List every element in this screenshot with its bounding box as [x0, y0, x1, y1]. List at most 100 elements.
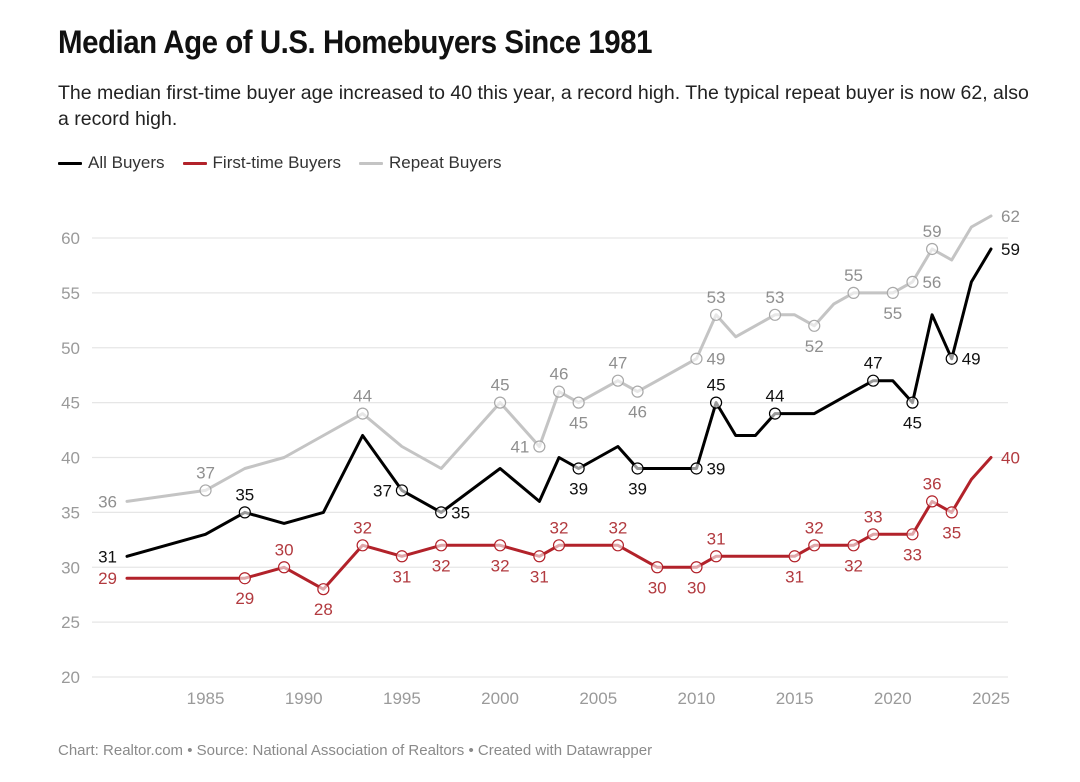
marker-first-time-buyers: [277, 561, 291, 574]
data-label-all-buyers: 49: [962, 350, 981, 369]
marker-first-time-buyers: [395, 550, 409, 563]
marker-repeat-buyers: [690, 352, 703, 365]
marker-repeat-buyers: [709, 308, 723, 321]
y-tick-label-25: 25: [61, 613, 80, 632]
data-label-first-time-buyers: 35: [942, 523, 961, 542]
x-tick-label-2010: 2010: [678, 689, 716, 708]
marker-repeat-buyers: [886, 286, 899, 299]
data-label-first-time-buyers: 32: [491, 556, 510, 575]
data-label-first-time-buyers: 40: [1001, 449, 1020, 468]
y-axis: 20 25 30 35 40 45 50 55 60: [61, 229, 80, 687]
data-label-repeat-buyers: 53: [766, 288, 785, 307]
marker-first-time-buyers: [867, 528, 880, 541]
y-tick-label-20: 20: [61, 668, 80, 687]
data-label-all-buyers: 35: [451, 503, 470, 522]
legend-label-first-time-buyers: First-time Buyers: [212, 153, 341, 172]
data-label-repeat-buyers: 45: [569, 414, 588, 433]
marker-first-time-buyers: [906, 528, 919, 541]
marker-all-buyers: [945, 352, 958, 365]
marker-first-time-buyers: [709, 550, 723, 563]
marker-repeat-buyers: [808, 319, 821, 332]
marker-all-buyers: [690, 462, 703, 475]
marker-first-time-buyers: [847, 539, 860, 552]
data-label-all-buyers: 45: [707, 376, 726, 395]
x-tick-label-2015: 2015: [776, 689, 814, 708]
x-tick-label-2000: 2000: [481, 689, 519, 708]
y-tick-label-45: 45: [61, 394, 80, 413]
data-label-repeat-buyers: 55: [883, 304, 902, 323]
data-label-repeat-buyers: 49: [706, 350, 725, 369]
data-label-first-time-buyers: 32: [550, 518, 569, 537]
data-label-repeat-buyers: 36: [98, 492, 117, 511]
marker-repeat-buyers: [906, 275, 919, 289]
x-tick-label-2025: 2025: [972, 689, 1010, 708]
marker-repeat-buyers: [847, 286, 860, 299]
legend-swatch-first-time-buyers: [182, 161, 207, 165]
marker-all-buyers: [768, 407, 782, 420]
marker-all-buyers: [867, 374, 880, 387]
marker-repeat-buyers: [493, 396, 507, 409]
data-label-repeat-buyers: 53: [707, 288, 726, 307]
marker-all-buyers: [435, 506, 448, 519]
marker-first-time-buyers: [651, 561, 664, 574]
data-label-all-buyers: 31: [98, 547, 117, 566]
chart-title: Median Age of U.S. Homebuyers Since 1981: [58, 24, 653, 60]
y-tick-label-50: 50: [61, 339, 80, 358]
data-label-first-time-buyers: 30: [275, 540, 294, 559]
data-label-repeat-buyers: 45: [491, 376, 510, 395]
data-label-repeat-buyers: 55: [844, 266, 863, 285]
data-label-all-buyers: 39: [706, 459, 725, 478]
legend-swatch-repeat-buyers: [359, 161, 383, 165]
marker-repeat-buyers: [611, 374, 625, 387]
marker-first-time-buyers: [356, 539, 369, 552]
data-label-first-time-buyers: 32: [432, 556, 451, 575]
x-axis: 1985 1990 1995 2000 2005 2010 2015 2020 2025: [187, 689, 1010, 708]
data-label-repeat-buyers: 41: [510, 438, 529, 457]
marker-first-time-buyers: [788, 550, 801, 563]
chart-footer: Chart: Realtor.com • Source: National As…: [58, 742, 653, 759]
data-label-first-time-buyers: 30: [648, 578, 667, 597]
marker-all-buyers: [238, 506, 251, 519]
marker-all-buyers: [709, 396, 723, 409]
data-label-all-buyers: 39: [569, 479, 588, 498]
marker-repeat-buyers: [533, 440, 546, 453]
data-label-first-time-buyers: 32: [353, 518, 372, 537]
marker-repeat-buyers: [356, 407, 369, 420]
x-tick-label-1995: 1995: [383, 689, 421, 708]
marker-first-time-buyers: [493, 539, 507, 552]
marker-first-time-buyers: [925, 495, 939, 508]
data-label-all-buyers: 37: [373, 481, 392, 500]
x-tick-label-1990: 1990: [285, 689, 323, 708]
marker-first-time-buyers: [808, 539, 821, 552]
data-label-all-buyers: 44: [766, 387, 785, 406]
data-label-repeat-buyers: 37: [196, 463, 215, 482]
data-label-first-time-buyers: 32: [805, 518, 824, 537]
data-label-repeat-buyers: 52: [805, 337, 824, 356]
marker-first-time-buyers: [238, 572, 251, 585]
marker-repeat-buyers: [768, 308, 782, 321]
marker-first-time-buyers: [611, 539, 625, 552]
marker-repeat-buyers: [925, 242, 939, 256]
data-label-first-time-buyers: 33: [864, 507, 883, 526]
marker-all-buyers: [631, 462, 644, 475]
x-tick-label-2005: 2005: [579, 689, 617, 708]
marker-first-time-buyers: [945, 506, 958, 519]
marker-repeat-buyers: [572, 396, 585, 409]
legend-label-repeat-buyers: Repeat Buyers: [389, 153, 502, 172]
data-label-all-buyers: 45: [903, 414, 922, 433]
data-label-first-time-buyers: 32: [844, 556, 863, 575]
marker-repeat-buyers: [552, 385, 566, 398]
chart-subtitle: The median first-time buyer age increase…: [58, 82, 1029, 130]
legend-label-all-buyers: All Buyers: [88, 153, 165, 172]
data-label-first-time-buyers: 29: [98, 569, 117, 588]
y-tick-label-30: 30: [61, 558, 80, 577]
data-label-all-buyers: 39: [628, 479, 647, 498]
data-label-first-time-buyers: 28: [314, 600, 333, 619]
data-label-repeat-buyers: 46: [628, 403, 647, 422]
data-label-repeat-buyers: 47: [608, 354, 627, 373]
data-label-all-buyers: 35: [235, 485, 254, 504]
gridlines: [92, 237, 1008, 678]
marker-all-buyers: [906, 396, 919, 409]
legend: All Buyers First-time Buyers Repeat Buye…: [58, 153, 501, 173]
